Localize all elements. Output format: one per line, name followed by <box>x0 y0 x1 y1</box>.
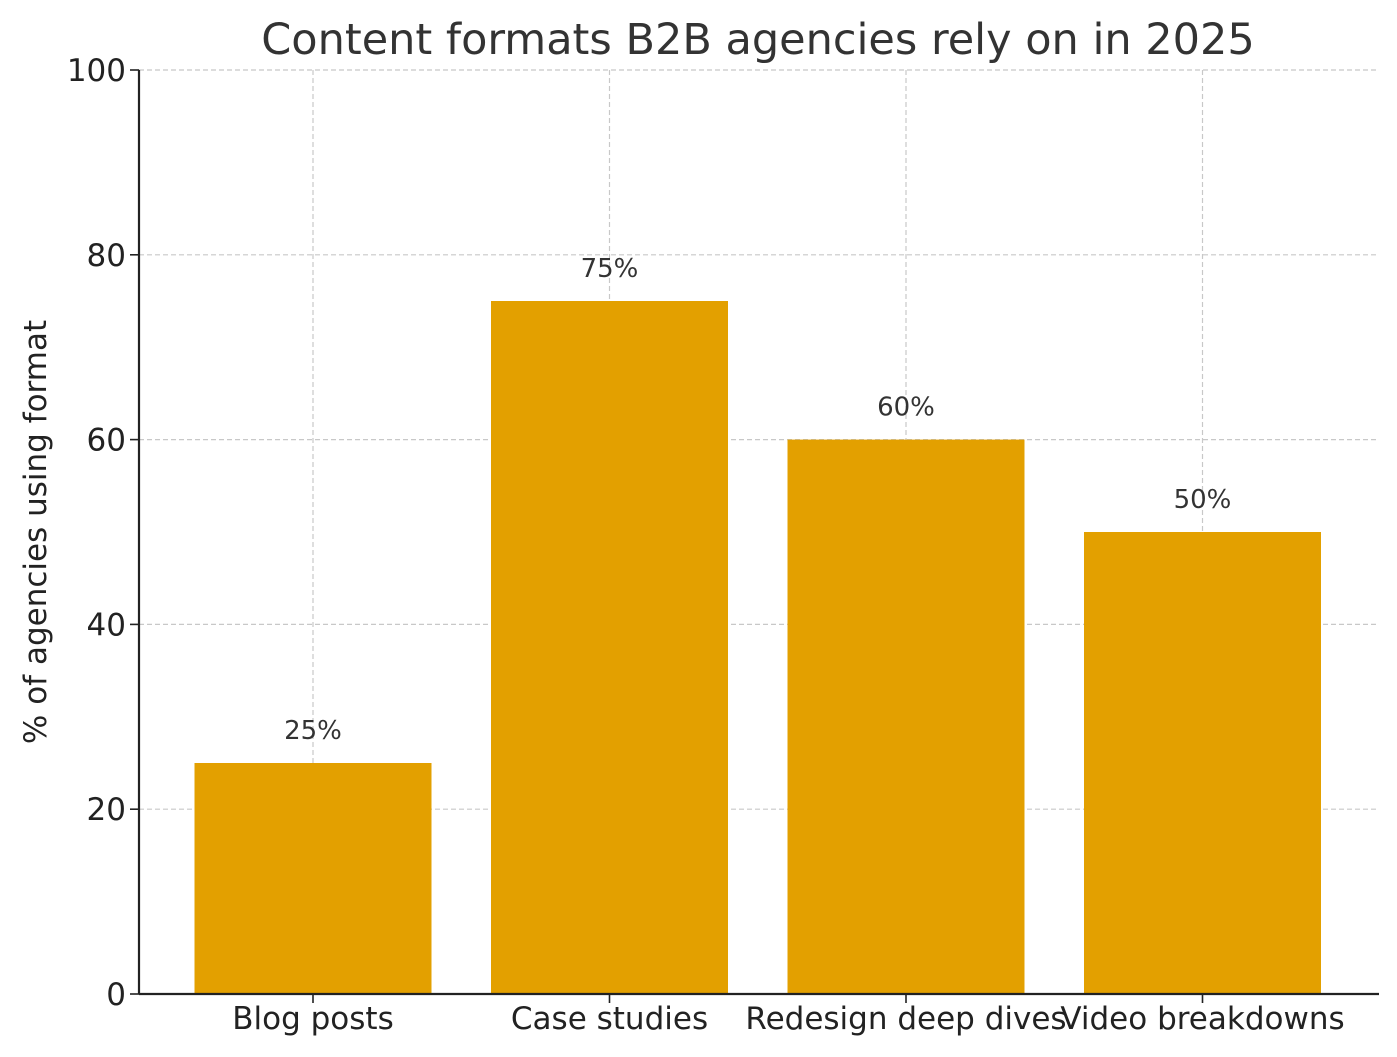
axes: 0 20 40 60 80 100 Blog posts Case studies Redesi… <box>67 53 1379 1037</box>
x-tick-label: Case studies <box>511 1001 708 1037</box>
y-tick-label: 60 <box>87 423 126 459</box>
x-tick-label: Redesign deep dives <box>745 1001 1066 1037</box>
x-tick-label: Blog posts <box>232 1001 393 1037</box>
y-tick-label: 40 <box>87 607 126 643</box>
bar <box>491 301 728 994</box>
y-tick-label: 80 <box>87 238 126 274</box>
bar <box>787 439 1025 995</box>
bar-value-label: 60% <box>877 393 935 423</box>
bar-value-label: 75% <box>581 254 639 284</box>
bar <box>194 763 432 994</box>
bar-value-label: 25% <box>284 716 342 746</box>
bars <box>194 301 1321 995</box>
chart-title: Content formats B2B agencies rely on in … <box>261 15 1255 65</box>
y-tick-label: 20 <box>87 792 126 828</box>
data-labels: 25% 75% 60% 50% <box>284 254 1231 746</box>
y-axis-label: % of agencies using format <box>18 320 54 744</box>
y-tick-label: 100 <box>67 53 126 89</box>
bar <box>1084 532 1321 994</box>
y-tick-label: 0 <box>106 977 126 1013</box>
bar-value-label: 50% <box>1174 485 1232 515</box>
x-tick-label: Video breakdowns <box>1060 1001 1344 1037</box>
